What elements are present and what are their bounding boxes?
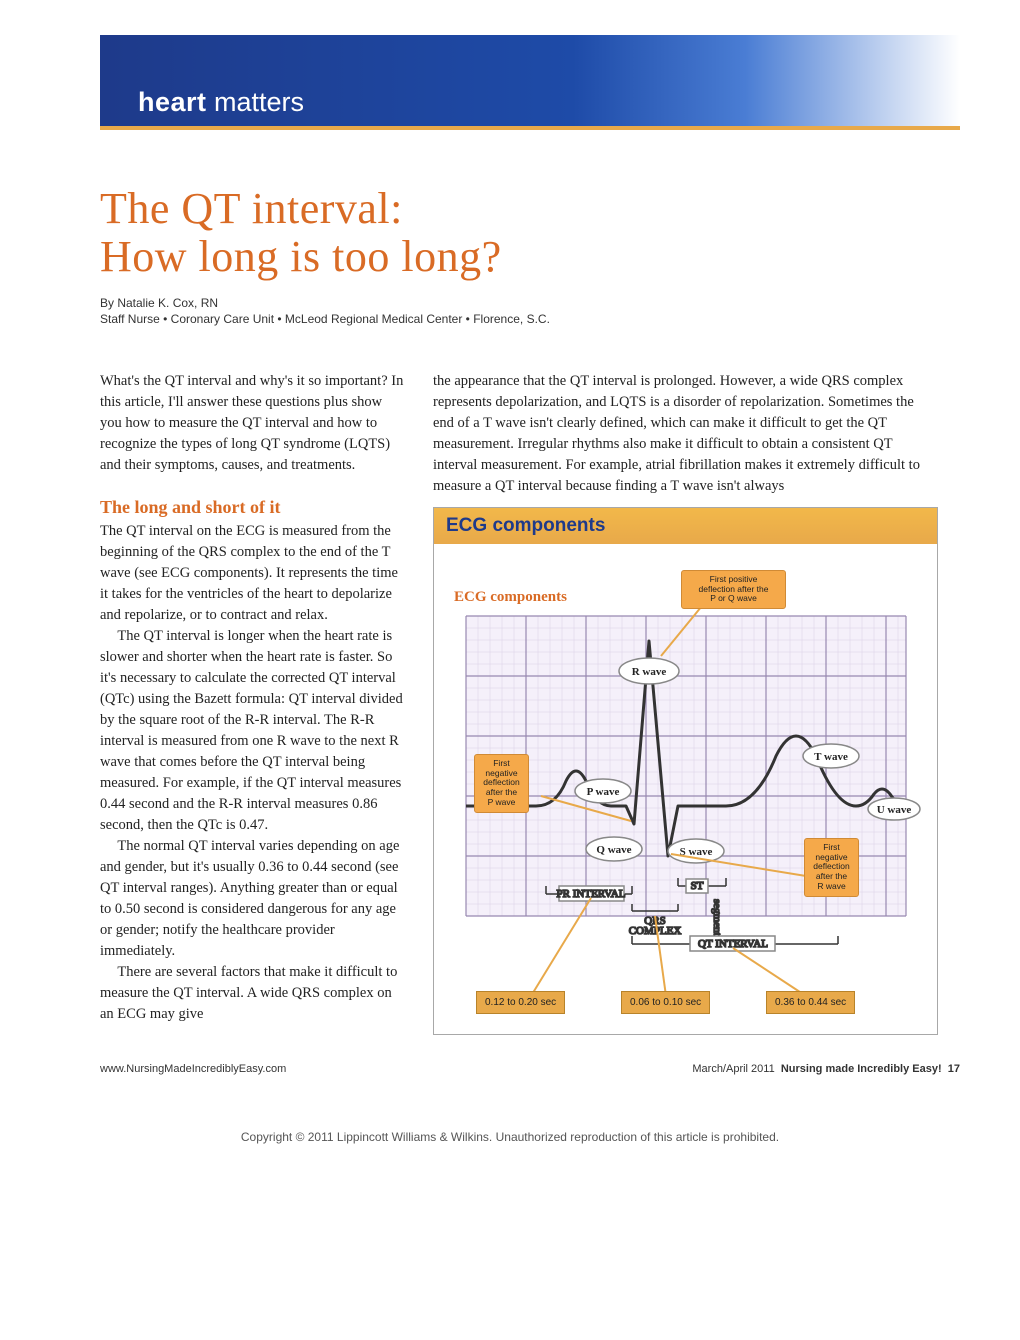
byline: By Natalie K. Cox, RN Staff Nurse • Coro… (100, 296, 950, 326)
column-left: What's the QT interval and why's it so i… (100, 371, 405, 1035)
u-wave-label: U wave (877, 804, 912, 816)
svg-text:segment: segment (711, 899, 723, 936)
para3: The normal QT interval varies depending … (100, 836, 405, 962)
para2: The QT interval is longer when the heart… (100, 626, 405, 836)
section-head: The long and short of it (100, 494, 405, 520)
para4: There are several factors that make it d… (100, 962, 405, 1025)
header-band: heart matters (100, 35, 960, 130)
callout-q-wave: First negative deflection after the P wa… (474, 754, 529, 813)
ecg-svg-wrap: R wave P wave Q wave S wave T wave (446, 556, 925, 1016)
col2-para: the appearance that the QT interval is p… (433, 371, 938, 497)
callout-r-wave: First positive deflection after the P or… (681, 570, 786, 609)
section-label: heart matters (138, 87, 304, 118)
section-label-light: matters (207, 87, 305, 117)
q-wave-label: Q wave (596, 844, 631, 856)
intro-para: What's the QT interval and why's it so i… (100, 371, 405, 476)
callout-s-wave: First negative deflection after the R wa… (804, 838, 859, 897)
footer-magazine: Nursing made Incredibly Easy! (781, 1063, 942, 1075)
footer-page: 17 (948, 1063, 960, 1075)
copyright: Copyright © 2011 Lippincott Williams & W… (0, 1130, 1020, 1144)
columns: What's the QT interval and why's it so i… (100, 371, 950, 1035)
byline-role: Staff Nurse • Coronary Care Unit • McLeo… (100, 312, 550, 326)
column-right: the appearance that the QT interval is p… (433, 371, 938, 1035)
article-title: The QT interval: How long is too long? (100, 185, 950, 282)
p-wave-label: P wave (587, 786, 620, 798)
range-qt: 0.36 to 0.44 sec (766, 991, 855, 1014)
range-pr: 0.12 to 0.20 sec (476, 991, 565, 1014)
r-wave-label: R wave (632, 666, 667, 678)
footer-url: www.NursingMadeIncrediblyEasy.com (100, 1063, 286, 1075)
section-label-bold: heart (138, 87, 207, 117)
col2-text: the appearance that the QT interval is p… (433, 371, 938, 497)
footer: www.NursingMadeIncrediblyEasy.com March/… (0, 1063, 1020, 1075)
ecg-inner: ECG components (434, 544, 937, 1034)
para1: The QT interval on the ECG is measured f… (100, 521, 405, 626)
byline-author: By Natalie K. Cox, RN (100, 296, 950, 310)
range-qrs: 0.06 to 0.10 sec (621, 991, 710, 1014)
article-body: The QT interval: How long is too long? B… (0, 130, 1020, 1035)
footer-issue: March/April 2011 (692, 1063, 774, 1075)
qrs-label-2: COMPLEX (629, 925, 682, 937)
ecg-box: ECG components ECG components (433, 507, 938, 1035)
svg-text:ST: ST (691, 880, 704, 892)
ecg-box-title: ECG components (434, 508, 937, 544)
t-wave-label: T wave (814, 751, 848, 763)
footer-right: March/April 2011 Nursing made Incredibly… (692, 1063, 960, 1075)
